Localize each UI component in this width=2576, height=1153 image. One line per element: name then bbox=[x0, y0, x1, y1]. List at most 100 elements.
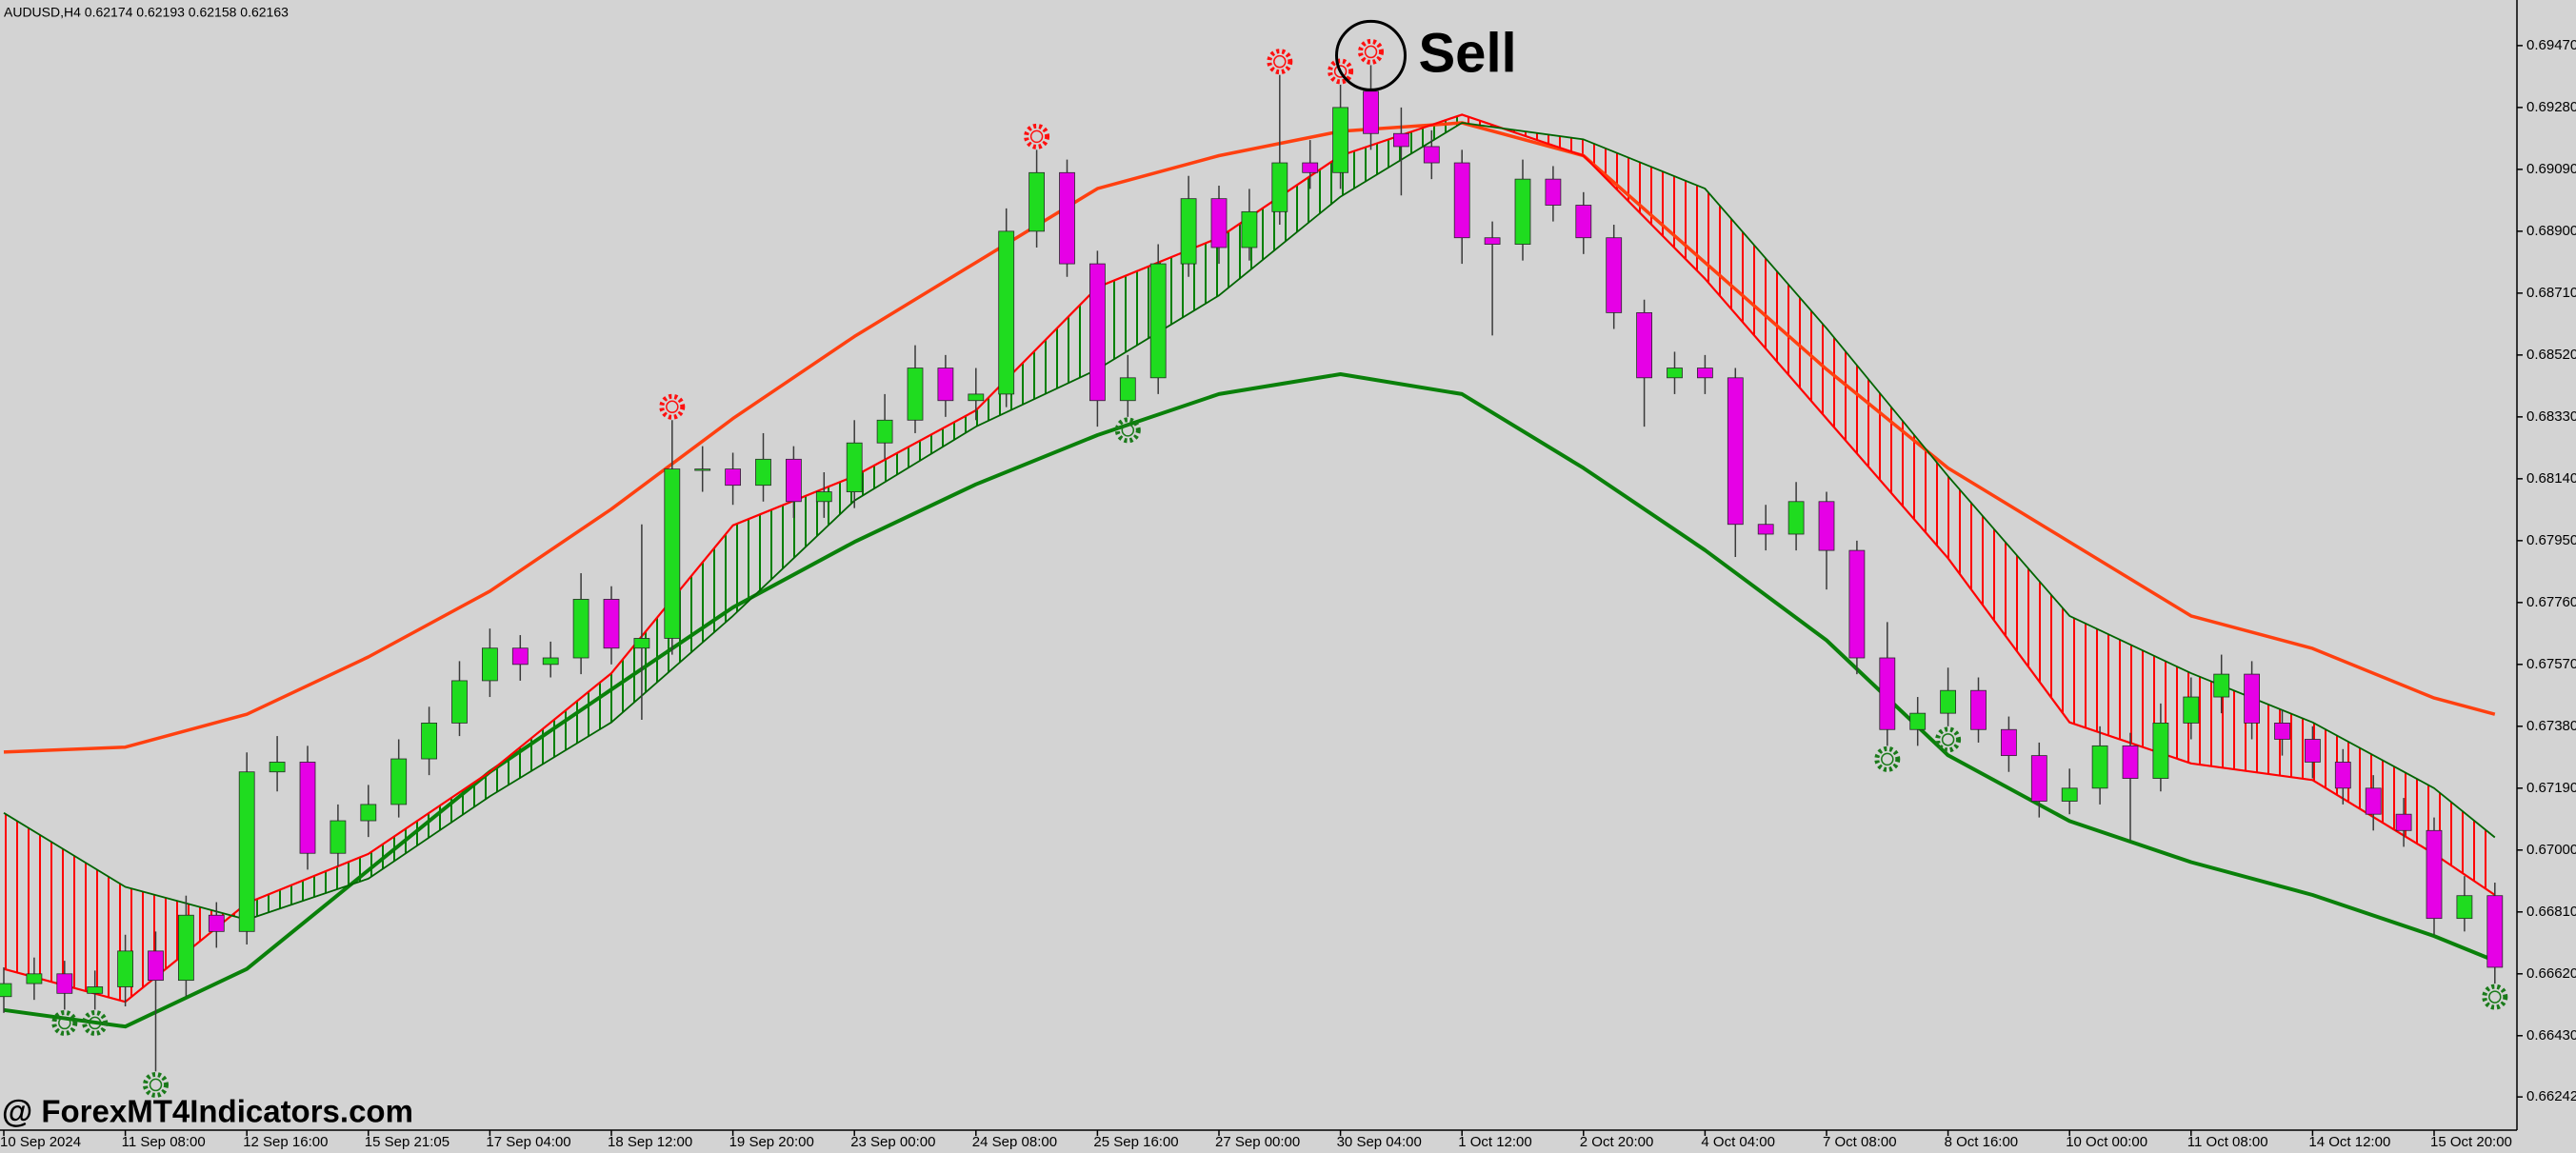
candle-body bbox=[148, 950, 164, 982]
candle-body bbox=[2426, 829, 2443, 920]
candle-body bbox=[511, 647, 529, 666]
y-tick-label: 0.69470 bbox=[2526, 37, 2576, 53]
signal-icon-core bbox=[1121, 424, 1135, 437]
y-tick-label: 0.68330 bbox=[2526, 408, 2576, 425]
candle-body bbox=[329, 820, 347, 854]
candle-body bbox=[421, 723, 438, 760]
candle-body bbox=[299, 762, 316, 854]
y-tick-label: 0.66810 bbox=[2526, 904, 2576, 920]
cloud-segment bbox=[1827, 328, 1948, 559]
candle-body bbox=[2304, 739, 2321, 763]
candle-body bbox=[876, 419, 893, 444]
x-tick-label: 8 Oct 16:00 bbox=[1945, 1134, 2019, 1150]
y-tick-label: 0.67570 bbox=[2526, 656, 2576, 672]
x-tick-label: 1 Oct 12:00 bbox=[1458, 1134, 1532, 1150]
candle-body bbox=[1697, 368, 1713, 379]
candle-body bbox=[481, 647, 498, 682]
candle-body bbox=[1210, 198, 1228, 248]
candle-body bbox=[451, 680, 468, 724]
candle-body bbox=[1787, 501, 1805, 535]
signal-icon bbox=[659, 393, 686, 420]
candle-body bbox=[937, 368, 954, 402]
watermark: @ ForexMT4Indicators.com bbox=[2, 1094, 413, 1129]
signal-icon bbox=[1358, 38, 1384, 65]
candle-body bbox=[1028, 171, 1045, 232]
candle-body bbox=[2213, 673, 2230, 698]
candle-body bbox=[1727, 377, 1744, 526]
signal-icon bbox=[82, 1009, 109, 1036]
signal-icon bbox=[51, 1009, 78, 1036]
candle-body bbox=[56, 973, 73, 994]
cloud-segment bbox=[1705, 189, 1827, 419]
signal-icon-core bbox=[88, 1016, 102, 1030]
y-tick-label: 0.69280 bbox=[2526, 99, 2576, 115]
candle-body bbox=[1970, 689, 1987, 730]
candle-body bbox=[2365, 787, 2382, 815]
candle-body bbox=[2030, 755, 2047, 802]
candle-body bbox=[603, 599, 620, 649]
indicator-line bbox=[3, 372, 2496, 1029]
candle-body bbox=[26, 973, 43, 984]
x-tick-label: 4 Oct 04:00 bbox=[1701, 1134, 1775, 1150]
x-tick-label: 18 Sep 12:00 bbox=[608, 1134, 692, 1150]
candle-body bbox=[2061, 787, 2078, 802]
candle-body bbox=[786, 458, 802, 503]
y-tick-label: 0.66242 bbox=[2526, 1088, 2576, 1104]
candle-body bbox=[1089, 263, 1106, 402]
y-tick-label: 0.66620 bbox=[2526, 965, 2576, 982]
x-tick-label: 17 Sep 04:00 bbox=[486, 1134, 570, 1150]
x-tick-label: 2 Oct 20:00 bbox=[1580, 1134, 1654, 1150]
candle-body bbox=[1909, 712, 1927, 730]
candle-body bbox=[1149, 263, 1167, 379]
candle-body bbox=[1363, 90, 1379, 134]
signal-icon-core bbox=[1029, 129, 1044, 144]
x-tick-label: 14 Oct 12:00 bbox=[2308, 1134, 2390, 1150]
candle-body bbox=[2244, 673, 2261, 724]
candle-body bbox=[1180, 198, 1197, 265]
candle-body bbox=[208, 914, 225, 932]
x-tick-label: 23 Sep 00:00 bbox=[850, 1134, 935, 1150]
candle-body bbox=[2334, 762, 2351, 789]
candle-body bbox=[1514, 178, 1531, 245]
candle-body bbox=[238, 771, 255, 932]
candle-body bbox=[1879, 657, 1896, 730]
signal-icon bbox=[2482, 984, 2508, 1010]
y-tick-label: 0.68900 bbox=[2526, 223, 2576, 239]
y-tick-label: 0.67950 bbox=[2526, 532, 2576, 548]
signal-icon-core bbox=[149, 1078, 163, 1092]
y-tick-label: 0.68710 bbox=[2526, 285, 2576, 301]
x-tick-label: 10 Sep 2024 bbox=[0, 1134, 81, 1150]
candle-body bbox=[2091, 745, 2108, 789]
y-tick-label: 0.66430 bbox=[2526, 1027, 2576, 1044]
y-tick-label: 0.68520 bbox=[2526, 347, 2576, 363]
candle-body bbox=[390, 758, 408, 805]
x-tick-label: 10 Oct 00:00 bbox=[2066, 1134, 2147, 1150]
cloud-segment bbox=[2434, 787, 2495, 896]
signal-icon-core bbox=[1364, 45, 1378, 59]
x-tick-label: 24 Sep 08:00 bbox=[972, 1134, 1057, 1150]
candle-body bbox=[1818, 501, 1835, 551]
candle-body bbox=[1271, 162, 1288, 212]
x-tick-label: 11 Sep 08:00 bbox=[122, 1134, 206, 1150]
candle-body bbox=[1848, 549, 1866, 659]
candle-body bbox=[846, 442, 863, 492]
cloud-segment bbox=[489, 673, 611, 797]
y-tick-label: 0.68140 bbox=[2526, 470, 2576, 487]
y-tick-label: 0.67760 bbox=[2526, 594, 2576, 610]
axis-layer: 0.69470 0.69280 0.69090 0.68900 0.68710 0.685… bbox=[0, 37, 2576, 1150]
candle-body bbox=[177, 914, 194, 982]
candle-body bbox=[1667, 368, 1683, 379]
candle-body bbox=[269, 762, 286, 773]
signal-icon bbox=[1114, 417, 1141, 444]
y-tick-label: 0.67000 bbox=[2526, 842, 2576, 858]
candle-body bbox=[907, 368, 924, 421]
x-tick-label: 25 Sep 16:00 bbox=[1093, 1134, 1178, 1150]
candle-body bbox=[1606, 237, 1623, 313]
candle-body bbox=[1393, 132, 1409, 148]
candle-body bbox=[633, 638, 650, 649]
signal-icon-core bbox=[666, 400, 679, 414]
signal-icon-core bbox=[2488, 990, 2502, 1004]
